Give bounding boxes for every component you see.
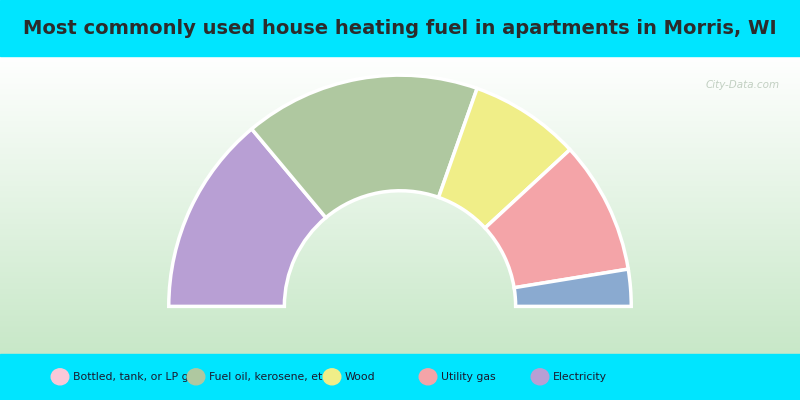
Ellipse shape (51, 369, 69, 385)
Text: Utility gas: Utility gas (441, 372, 495, 382)
Text: City-Data.com: City-Data.com (706, 80, 780, 90)
Wedge shape (514, 269, 631, 306)
Wedge shape (169, 129, 326, 306)
Text: Bottled, tank, or LP gas: Bottled, tank, or LP gas (73, 372, 201, 382)
Text: Electricity: Electricity (553, 372, 607, 382)
Bar (0, 354, 800, 400)
Wedge shape (485, 150, 628, 288)
Bar (0, 0, 800, 56)
Ellipse shape (531, 369, 549, 385)
Text: Most commonly used house heating fuel in apartments in Morris, WI: Most commonly used house heating fuel in… (23, 18, 777, 38)
Text: Fuel oil, kerosene, etc.: Fuel oil, kerosene, etc. (209, 372, 331, 382)
Ellipse shape (419, 369, 437, 385)
Wedge shape (252, 75, 477, 218)
Ellipse shape (187, 369, 205, 385)
Text: Wood: Wood (345, 372, 375, 382)
Ellipse shape (323, 369, 341, 385)
Wedge shape (438, 88, 570, 228)
